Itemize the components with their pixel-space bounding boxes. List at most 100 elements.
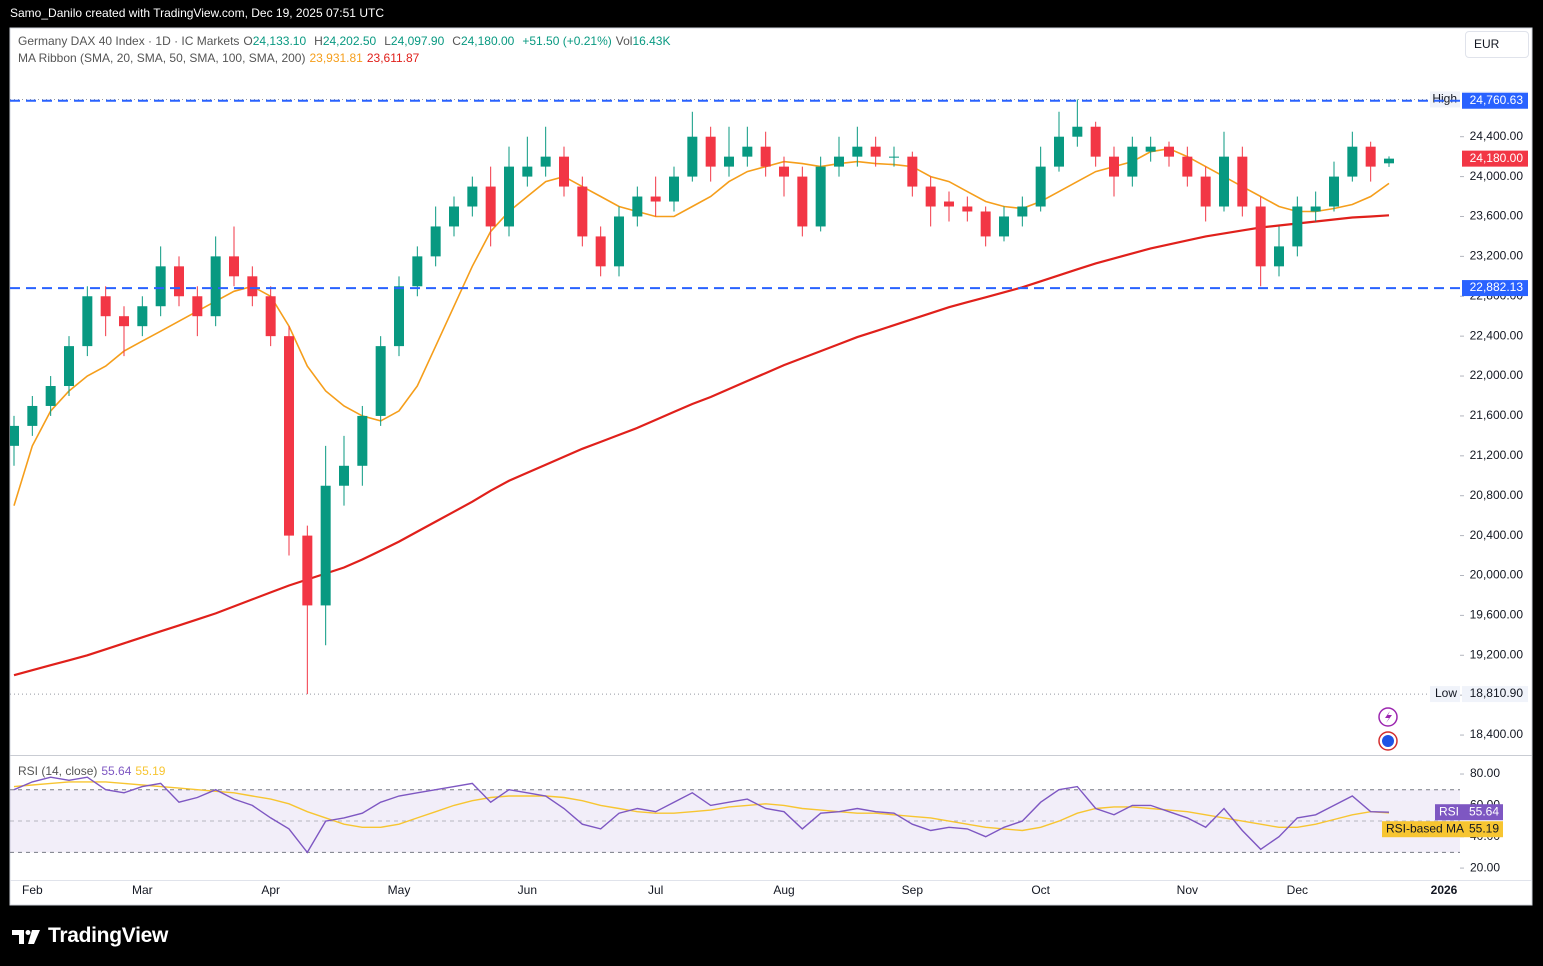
candle-body — [10, 425, 19, 446]
level-label: 22,882.13 — [1470, 280, 1524, 294]
rsi-legend-value: 55.19 — [135, 764, 166, 778]
extreme-value: 18,810.90 — [1470, 686, 1524, 700]
attribution: Samo_Danilo created with TradingView.com… — [10, 6, 384, 20]
candle-body — [1329, 176, 1339, 207]
volume-key: Vol — [615, 34, 633, 48]
candle-body — [999, 216, 1009, 237]
ohlc-item: C24,180.00 — [452, 34, 518, 48]
candle-body — [669, 176, 679, 202]
x-tick-label: Feb — [22, 883, 43, 897]
level-label-box — [1462, 280, 1528, 297]
candle-body — [944, 201, 954, 207]
rsi-value: 55.64 — [1469, 804, 1499, 818]
candle-body — [705, 136, 716, 167]
ma-legend: MA Ribbon (SMA, 20, SMA, 50, SMA, 100, S… — [18, 51, 423, 65]
x-tick-label: Jul — [648, 883, 663, 897]
level-label-box — [1462, 92, 1528, 109]
candle-body — [27, 405, 38, 426]
candle-body — [1219, 156, 1229, 207]
indicator-value: 23,611.87 — [366, 51, 420, 65]
rsi-ma-value-box — [1382, 821, 1503, 838]
candle-body — [339, 465, 349, 486]
indicator-name: MA Ribbon (SMA, 20, SMA, 50, SMA, 100, S… — [18, 51, 306, 65]
candle-body — [284, 336, 294, 536]
rsi-ma-name: RSI-based MA — [1386, 821, 1464, 835]
x-tick-label: Jun — [518, 883, 537, 897]
candle-body — [229, 256, 239, 277]
ohlc-value: 24,133.10 — [252, 34, 307, 48]
x-tick-label: Oct — [1031, 883, 1050, 897]
y-tick-label: 24,400.00 — [1470, 129, 1524, 143]
ohlc-value: 24,097.90 — [390, 34, 445, 48]
currency-button[interactable]: EUR — [1465, 31, 1529, 58]
rsi-y-tick-label: 20.00 — [1470, 860, 1500, 874]
candle-body — [632, 196, 643, 217]
price-plot — [10, 99, 1394, 695]
x-tick-label: Dec — [1287, 883, 1308, 897]
y-tick-label: 20,400.00 — [1470, 528, 1524, 542]
candle-body — [779, 166, 789, 177]
candle-body — [1090, 126, 1101, 157]
candle-body — [174, 266, 184, 297]
rsi-legend-value: 55.64 — [101, 764, 132, 778]
ohlc-value: 24,202.50 — [322, 34, 377, 48]
y-tick-label: 22,400.00 — [1470, 328, 1524, 342]
candle-body — [577, 186, 588, 237]
candle-body — [485, 186, 496, 227]
x-tick-label: May — [388, 883, 411, 897]
x-tick-label: Apr — [261, 883, 280, 897]
candle-body — [357, 415, 368, 466]
x-tick-label: Sep — [902, 883, 924, 897]
candle-body — [320, 485, 331, 606]
ohlc-key: H — [314, 34, 323, 48]
candle-body — [247, 276, 258, 297]
ohlc-item: L24,097.90 — [384, 34, 448, 48]
extreme-name: Low — [1435, 686, 1457, 700]
candle-body — [1035, 166, 1046, 207]
chart-panel — [9, 27, 1533, 906]
rsi-ma-value: 55.19 — [1469, 821, 1499, 835]
extreme-value-box — [1462, 686, 1528, 703]
ohlc-key: O — [243, 34, 253, 48]
candle-body — [82, 296, 93, 347]
candle-body — [1347, 146, 1358, 177]
candle-body — [980, 211, 991, 237]
x-tick-label: Nov — [1177, 883, 1198, 897]
candle-body — [1072, 126, 1083, 137]
candle-body — [1145, 146, 1156, 152]
y-tick-label: 23,600.00 — [1470, 209, 1524, 223]
candle-body — [210, 256, 221, 317]
rsi-line — [13, 781, 1390, 832]
y-tick-label: 20,000.00 — [1470, 568, 1524, 582]
side-icons — [1378, 707, 1398, 751]
candle-body — [412, 256, 423, 287]
level-label: 24,760.63 — [1470, 93, 1524, 107]
ma-line — [13, 214, 1390, 677]
candle-body — [1292, 206, 1303, 247]
candle-body — [595, 236, 606, 267]
x-tick-label: Mar — [132, 883, 153, 897]
candle-body — [265, 296, 276, 337]
x-tick-label: 2026 — [1431, 883, 1458, 897]
candle-body — [1054, 136, 1064, 167]
candle-body — [1384, 158, 1394, 164]
candle-body — [614, 216, 624, 267]
candle-body — [797, 176, 808, 227]
candle-body — [137, 306, 148, 327]
candle-body — [1365, 146, 1376, 167]
candle-body — [889, 156, 899, 158]
candle-body — [1237, 156, 1248, 207]
rsi-value-box — [1435, 804, 1503, 821]
candle-body — [907, 156, 918, 187]
extreme-name-box — [1430, 91, 1460, 108]
candle-body — [559, 156, 569, 187]
candle-body — [45, 386, 56, 406]
rsi-title: RSI (14, close) — [18, 764, 98, 778]
y-tick-label: 19,600.00 — [1470, 608, 1524, 622]
candle-body — [119, 316, 129, 327]
ohlc-item: O24,133.10 — [243, 34, 310, 48]
symbol-title: Germany DAX 40 Index · 1D · IC Markets — [18, 34, 240, 48]
candle-body — [1255, 206, 1266, 267]
